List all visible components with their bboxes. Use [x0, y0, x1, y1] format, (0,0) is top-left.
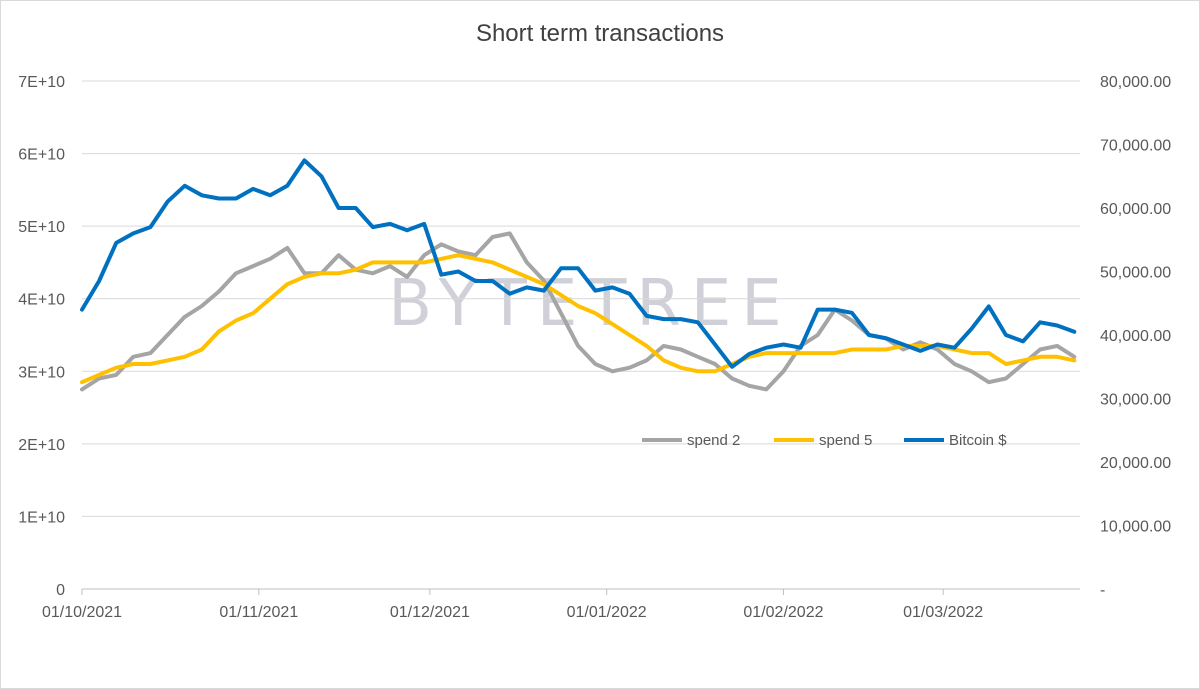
- y-right-tick-label: 80,000.00: [1100, 74, 1171, 91]
- watermark: BYTETREE: [388, 267, 791, 341]
- y-left-tick-label: 7E+10: [18, 74, 65, 91]
- x-tick-label: 01/01/2022: [567, 604, 647, 621]
- y-right-tick-label: 10,000.00: [1100, 519, 1171, 536]
- y-right-tick-label: 70,000.00: [1100, 138, 1171, 155]
- y-right-tick-label: 40,000.00: [1100, 328, 1171, 345]
- x-tick-label: 01/11/2021: [219, 604, 298, 621]
- x-tick-label: 01/03/2022: [903, 604, 983, 621]
- legend-label: spend 2: [687, 432, 740, 449]
- y-left-tick-label: 1E+10: [18, 509, 65, 526]
- y-left-tick-label: 6E+10: [18, 147, 65, 164]
- y-left-tick-label: 0: [56, 582, 65, 599]
- y-right-tick-label: 30,000.00: [1100, 392, 1171, 409]
- legend-label: spend 5: [819, 432, 872, 449]
- chart-title: Short term transactions: [475, 20, 725, 47]
- y-right-tick-label: 20,000.00: [1100, 455, 1171, 472]
- legend-label: Bitcoin $: [949, 432, 1007, 449]
- series-lines: [80, 158, 1077, 392]
- y-right-tick-label: 60,000.00: [1100, 201, 1171, 218]
- y-left-tick-label: 5E+10: [18, 219, 65, 236]
- y-left-tick-label: 4E+10: [18, 292, 65, 309]
- y-left-tick-label: 2E+10: [18, 437, 65, 454]
- x-tick-label: 01/02/2022: [743, 604, 823, 621]
- y-right-tick-label: 50,000.00: [1100, 265, 1171, 282]
- x-tick-label: 01/12/2021: [390, 604, 470, 621]
- legend: spend 2 spend 5 Bitcoin $: [642, 432, 1007, 449]
- y-right-tick-label: -: [1100, 582, 1105, 599]
- y-left-tick-label: 3E+10: [18, 364, 65, 381]
- series-line-bitcoin: [80, 158, 1077, 369]
- gridlines: [81, 80, 1080, 595]
- x-tick-label: 01/10/2021: [42, 604, 122, 621]
- tick-labels: 0 1E+10 2E+10 3E+10 4E+10 5E+10 6E+10 7E+10 - 10,…: [18, 74, 1171, 621]
